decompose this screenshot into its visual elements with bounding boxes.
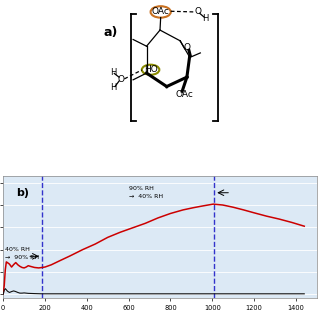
Text: 90% RH: 90% RH — [129, 187, 154, 191]
Text: H: H — [110, 84, 117, 92]
Text: H: H — [110, 68, 116, 77]
Text: O: O — [117, 75, 124, 84]
Text: b): b) — [16, 188, 29, 198]
Text: →  90% RH: → 90% RH — [5, 255, 39, 260]
Text: a): a) — [104, 26, 118, 39]
Text: 40% RH: 40% RH — [5, 247, 30, 252]
Text: HO: HO — [144, 65, 157, 74]
Text: →  40% RH: → 40% RH — [129, 194, 163, 199]
Text: O: O — [183, 43, 190, 52]
Text: H: H — [203, 14, 209, 23]
Text: O: O — [194, 7, 201, 16]
Text: OAc: OAc — [175, 90, 193, 99]
Text: OAc: OAc — [152, 7, 170, 16]
